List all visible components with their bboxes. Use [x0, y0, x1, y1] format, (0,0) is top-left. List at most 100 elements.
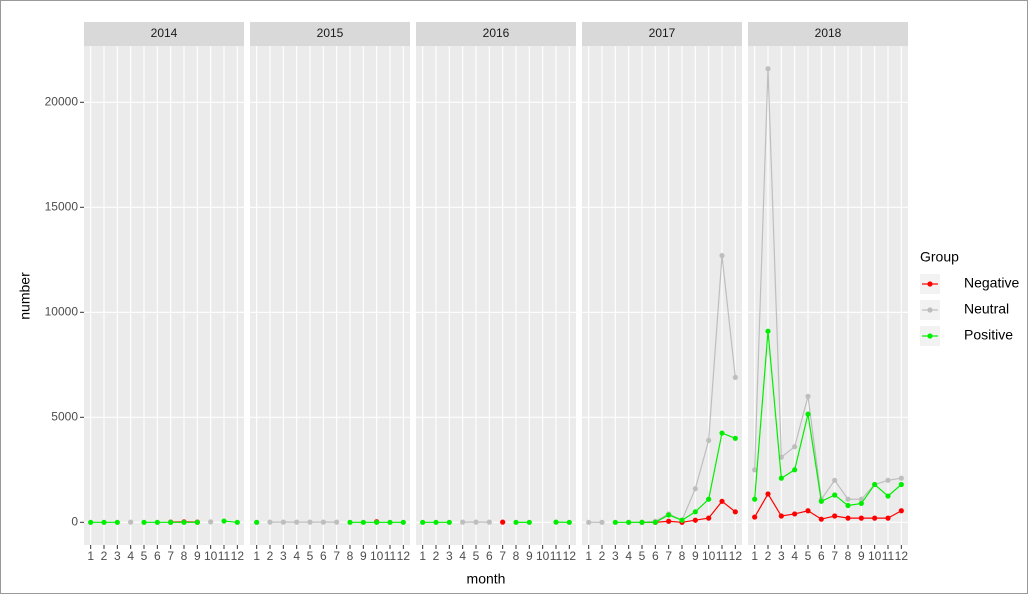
x-tick-label: 9: [194, 549, 201, 563]
x-tick-label: 10: [370, 549, 384, 563]
x-tick-label: 3: [612, 549, 619, 563]
x-tick-label: 12: [729, 549, 743, 563]
x-tick-label: 11: [882, 549, 895, 563]
x-tick-label: 9: [692, 549, 699, 563]
legend-label: Negative: [964, 275, 1019, 291]
point: [460, 519, 466, 525]
x-tick-label: 5: [639, 549, 646, 563]
x-tick-label: 6: [154, 549, 161, 563]
x-tick-label: 9: [858, 549, 865, 563]
panel: [250, 46, 410, 545]
x-tick-label: 6: [486, 549, 493, 563]
point: [732, 509, 738, 515]
y-tick-label: 15000: [45, 199, 79, 213]
point: [639, 519, 645, 525]
x-tick-label: 8: [347, 549, 354, 563]
x-tick-label: 9: [526, 549, 533, 563]
point: [778, 475, 784, 481]
point: [832, 492, 838, 498]
x-axis-label: month: [467, 571, 506, 587]
point: [858, 500, 864, 507]
point: [320, 519, 326, 525]
x-tick-label: 12: [563, 549, 577, 563]
strip: [416, 22, 576, 46]
point: [692, 509, 698, 515]
strip: [84, 22, 244, 46]
point: [765, 66, 771, 72]
point: [612, 519, 618, 525]
x-tick-label: 5: [307, 549, 314, 563]
point: [208, 519, 214, 525]
point: [181, 519, 187, 525]
point: [500, 519, 506, 525]
point: [898, 481, 904, 488]
x-tick-label: 12: [231, 549, 245, 563]
point: [334, 519, 340, 525]
point: [420, 519, 426, 525]
point: [566, 519, 572, 525]
point: [154, 519, 160, 525]
x-tick-label: 6: [818, 549, 825, 563]
point: [885, 477, 891, 483]
point: [194, 519, 200, 525]
point: [374, 519, 380, 525]
x-tick-label: 8: [679, 549, 686, 563]
point: [586, 519, 592, 525]
point: [101, 519, 107, 525]
x-tick-label: 3: [114, 549, 121, 563]
series-line: [615, 432, 736, 523]
point: [473, 519, 479, 525]
y-tick-label: 10000: [45, 304, 79, 318]
facet-title: 2016: [483, 26, 510, 40]
point: [626, 519, 632, 525]
x-tick-label: 10: [204, 549, 218, 563]
point: [898, 475, 904, 481]
point: [805, 411, 811, 417]
point: [872, 481, 878, 488]
point: [805, 393, 811, 399]
series-line: [754, 331, 902, 507]
point: [141, 519, 147, 525]
point: [553, 519, 559, 525]
panel: [84, 46, 244, 545]
point: [832, 513, 838, 519]
point: [818, 516, 824, 522]
point: [267, 519, 273, 525]
x-tick-label: 12: [895, 549, 909, 563]
x-tick-label: 4: [293, 549, 300, 563]
x-tick-label: 7: [167, 549, 174, 563]
x-tick-label: 10: [868, 549, 882, 563]
point: [752, 514, 758, 520]
point: [652, 519, 658, 525]
point: [360, 519, 366, 525]
panel: [748, 46, 908, 545]
y-tick-label: 20000: [45, 94, 79, 108]
x-tick-label: 6: [320, 549, 327, 563]
point: [885, 493, 891, 499]
x-tick-label: 2: [599, 549, 606, 563]
x-tick-label: 1: [253, 549, 260, 563]
facet-title: 2017: [649, 26, 676, 40]
x-tick-label: 1: [419, 549, 426, 563]
x-tick-label: 10: [702, 549, 716, 563]
point: [168, 519, 174, 525]
point: [666, 518, 672, 524]
x-tick-label: 3: [446, 549, 453, 563]
point: [347, 519, 353, 525]
point: [234, 519, 240, 525]
point: [513, 519, 519, 525]
point: [765, 328, 771, 334]
x-tick-label: 9: [360, 549, 367, 563]
point: [526, 519, 532, 525]
facet-title: 2015: [317, 26, 344, 40]
point: [128, 519, 134, 525]
x-tick-label: 11: [550, 549, 563, 563]
x-tick-label: 1: [87, 549, 94, 563]
x-tick-label: 11: [384, 549, 397, 563]
x-tick-label: 12: [397, 549, 411, 563]
x-tick-label: 2: [101, 549, 108, 563]
y-tick-label: 0: [71, 514, 78, 528]
point: [666, 512, 672, 518]
point: [599, 519, 605, 525]
